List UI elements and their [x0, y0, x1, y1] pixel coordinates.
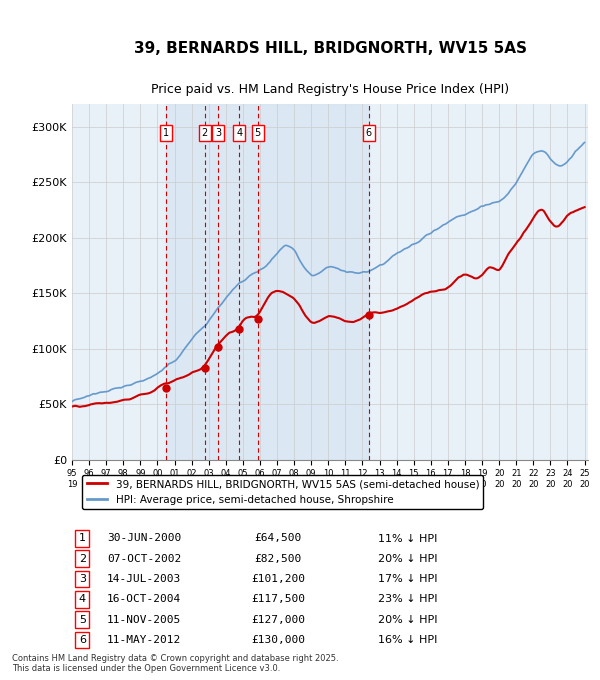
Text: 11% ↓ HPI: 11% ↓ HPI — [378, 534, 437, 543]
Text: 6: 6 — [79, 635, 86, 645]
Text: 16-OCT-2004: 16-OCT-2004 — [107, 594, 181, 605]
Text: 2: 2 — [79, 554, 86, 564]
Text: Contains HM Land Registry data © Crown copyright and database right 2025.
This d: Contains HM Land Registry data © Crown c… — [12, 653, 338, 673]
Text: 20% ↓ HPI: 20% ↓ HPI — [377, 615, 437, 625]
Bar — [166, 104, 368, 460]
Text: 23% ↓ HPI: 23% ↓ HPI — [377, 594, 437, 605]
Text: 39, BERNARDS HILL, BRIDGNORTH, WV15 5AS: 39, BERNARDS HILL, BRIDGNORTH, WV15 5AS — [133, 41, 527, 56]
Text: £117,500: £117,500 — [251, 594, 305, 605]
Text: 3: 3 — [215, 128, 221, 138]
Text: 11-NOV-2005: 11-NOV-2005 — [107, 615, 181, 625]
Text: 4: 4 — [79, 594, 86, 605]
Text: £82,500: £82,500 — [255, 554, 302, 564]
Text: £130,000: £130,000 — [251, 635, 305, 645]
Text: 17% ↓ HPI: 17% ↓ HPI — [377, 574, 437, 584]
Text: 07-OCT-2002: 07-OCT-2002 — [107, 554, 181, 564]
Text: 4: 4 — [236, 128, 242, 138]
Text: 30-JUN-2000: 30-JUN-2000 — [107, 534, 181, 543]
Text: £64,500: £64,500 — [255, 534, 302, 543]
Text: 6: 6 — [365, 128, 371, 138]
Text: 2: 2 — [202, 128, 208, 138]
Text: £101,200: £101,200 — [251, 574, 305, 584]
Text: 5: 5 — [79, 615, 86, 625]
Text: 1: 1 — [163, 128, 169, 138]
Text: 1: 1 — [79, 534, 86, 543]
Text: 5: 5 — [254, 128, 260, 138]
Text: 14-JUL-2003: 14-JUL-2003 — [107, 574, 181, 584]
Text: £127,000: £127,000 — [251, 615, 305, 625]
Text: 11-MAY-2012: 11-MAY-2012 — [107, 635, 181, 645]
Text: 20% ↓ HPI: 20% ↓ HPI — [377, 554, 437, 564]
Text: 16% ↓ HPI: 16% ↓ HPI — [378, 635, 437, 645]
Text: Price paid vs. HM Land Registry's House Price Index (HPI): Price paid vs. HM Land Registry's House … — [151, 84, 509, 97]
Legend: 39, BERNARDS HILL, BRIDGNORTH, WV15 5AS (semi-detached house), HPI: Average pric: 39, BERNARDS HILL, BRIDGNORTH, WV15 5AS … — [82, 475, 484, 509]
Text: 3: 3 — [79, 574, 86, 584]
